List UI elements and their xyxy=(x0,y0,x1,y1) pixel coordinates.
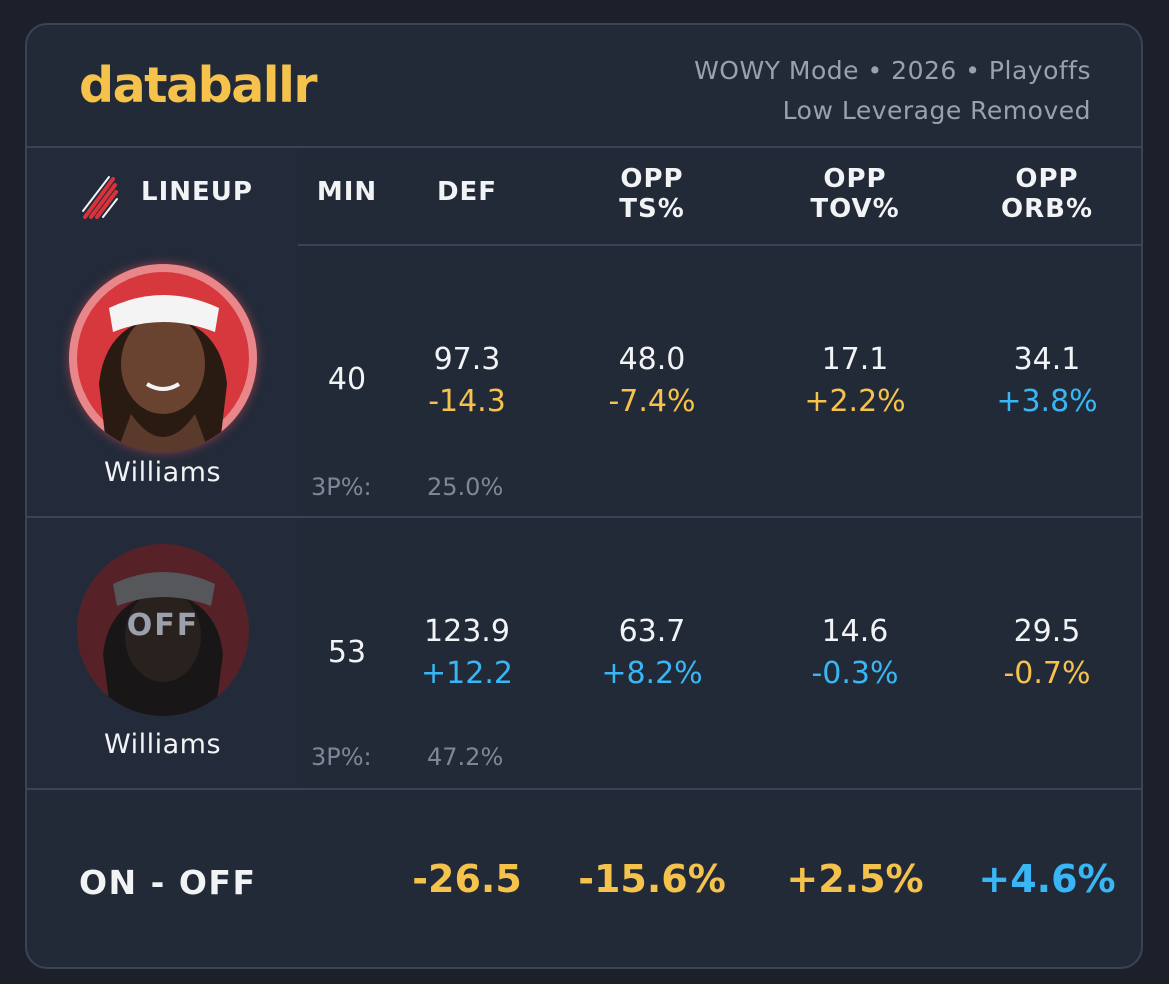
row-on-opp-orb: 34.1 +3.8% xyxy=(947,339,1141,423)
row-on-def: 97.3 -14.3 xyxy=(367,339,567,423)
opp-tov-value: 17.1 xyxy=(821,342,889,377)
opp-ts-delta: -7.4% xyxy=(608,384,696,419)
header-def: DEF xyxy=(436,177,498,207)
on-off-def: -26.5 xyxy=(412,857,522,901)
min-value: 40 xyxy=(327,362,367,397)
opp-orb-delta: -0.7% xyxy=(1003,656,1091,691)
player-avatar-on[interactable] xyxy=(69,264,257,452)
header-opp-orb-line1: OPP xyxy=(1015,164,1079,194)
wowy-card: databallr WOWY Mode • 2026 • Playoffs Lo… xyxy=(25,23,1143,969)
on-off-opp-ts: -15.6% xyxy=(578,857,726,901)
player-photo-icon xyxy=(77,272,249,452)
row-off-opp-ts: 63.7 +8.2% xyxy=(552,611,752,695)
divider xyxy=(298,788,1141,790)
header-opp-tov-line2: TOV% xyxy=(810,194,900,224)
def-delta: +12.2 xyxy=(421,656,513,691)
on-off-opp-orb: +4.6% xyxy=(978,857,1116,901)
min-value: 53 xyxy=(327,635,367,670)
header-lineup: LINEUP xyxy=(141,177,253,207)
player-name-off: Williams xyxy=(103,729,222,760)
brand-logo: databallr xyxy=(79,57,318,114)
divider xyxy=(298,244,1141,246)
opp-orb-value: 29.5 xyxy=(1013,614,1081,649)
opp-ts-value: 48.0 xyxy=(618,342,686,377)
row-on-min: 40 xyxy=(297,359,397,401)
opp-ts-value: 63.7 xyxy=(618,614,686,649)
row-off-opp-orb: 29.5 -0.7% xyxy=(947,611,1141,695)
header-opp-orb: OPP ORB% xyxy=(947,164,1141,224)
header-opp-ts: OPP TS% xyxy=(552,164,752,224)
def-delta: -14.3 xyxy=(428,384,506,419)
opp-tov-delta: -0.3% xyxy=(811,656,899,691)
header-opp-ts-line1: OPP xyxy=(620,164,684,194)
row-off-3p-value: 47.2% xyxy=(427,743,504,771)
opp-ts-delta: +8.2% xyxy=(601,656,703,691)
off-status-label: OFF xyxy=(126,608,200,643)
opp-tov-delta: +2.2% xyxy=(804,384,906,419)
row-off-opp-tov: 14.6 -0.3% xyxy=(755,611,955,695)
mode-info: WOWY Mode • 2026 • Playoffs Low Leverage… xyxy=(694,51,1091,131)
row-on-opp-tov: 17.1 +2.2% xyxy=(755,339,955,423)
def-value: 97.3 xyxy=(433,342,501,377)
pinwheel-logo-icon xyxy=(82,176,118,219)
player-name-on: Williams xyxy=(103,457,222,488)
divider xyxy=(27,788,298,790)
def-value: 123.9 xyxy=(424,614,510,649)
opp-orb-delta: +3.8% xyxy=(996,384,1098,419)
row-on-opp-ts: 48.0 -7.4% xyxy=(552,339,752,423)
row-on-3p-value: 25.0% xyxy=(427,473,504,501)
opp-orb-value: 34.1 xyxy=(1013,342,1081,377)
header-opp-tov: OPP TOV% xyxy=(755,164,955,224)
header-opp-orb-line2: ORB% xyxy=(1001,194,1093,224)
row-off-3p-label: 3P%: xyxy=(311,743,372,771)
header-min: MIN xyxy=(316,177,378,207)
mode-line: WOWY Mode • 2026 • Playoffs xyxy=(694,56,1091,85)
on-off-opp-tov: +2.5% xyxy=(786,857,924,901)
opp-tov-value: 14.6 xyxy=(821,614,889,649)
header-opp-ts-line2: TS% xyxy=(619,194,685,224)
player-avatar-off[interactable]: OFF xyxy=(77,544,249,716)
divider xyxy=(27,516,1141,518)
row-off-min: 53 xyxy=(297,632,397,674)
header-opp-tov-line1: OPP xyxy=(823,164,887,194)
row-off-def: 123.9 +12.2 xyxy=(367,611,567,695)
player-photo-icon xyxy=(77,544,249,716)
divider xyxy=(27,146,1141,148)
row-on-3p-label: 3P%: xyxy=(311,473,372,501)
leverage-line: Low Leverage Removed xyxy=(782,96,1091,125)
on-off-label: ON - OFF xyxy=(79,863,257,902)
